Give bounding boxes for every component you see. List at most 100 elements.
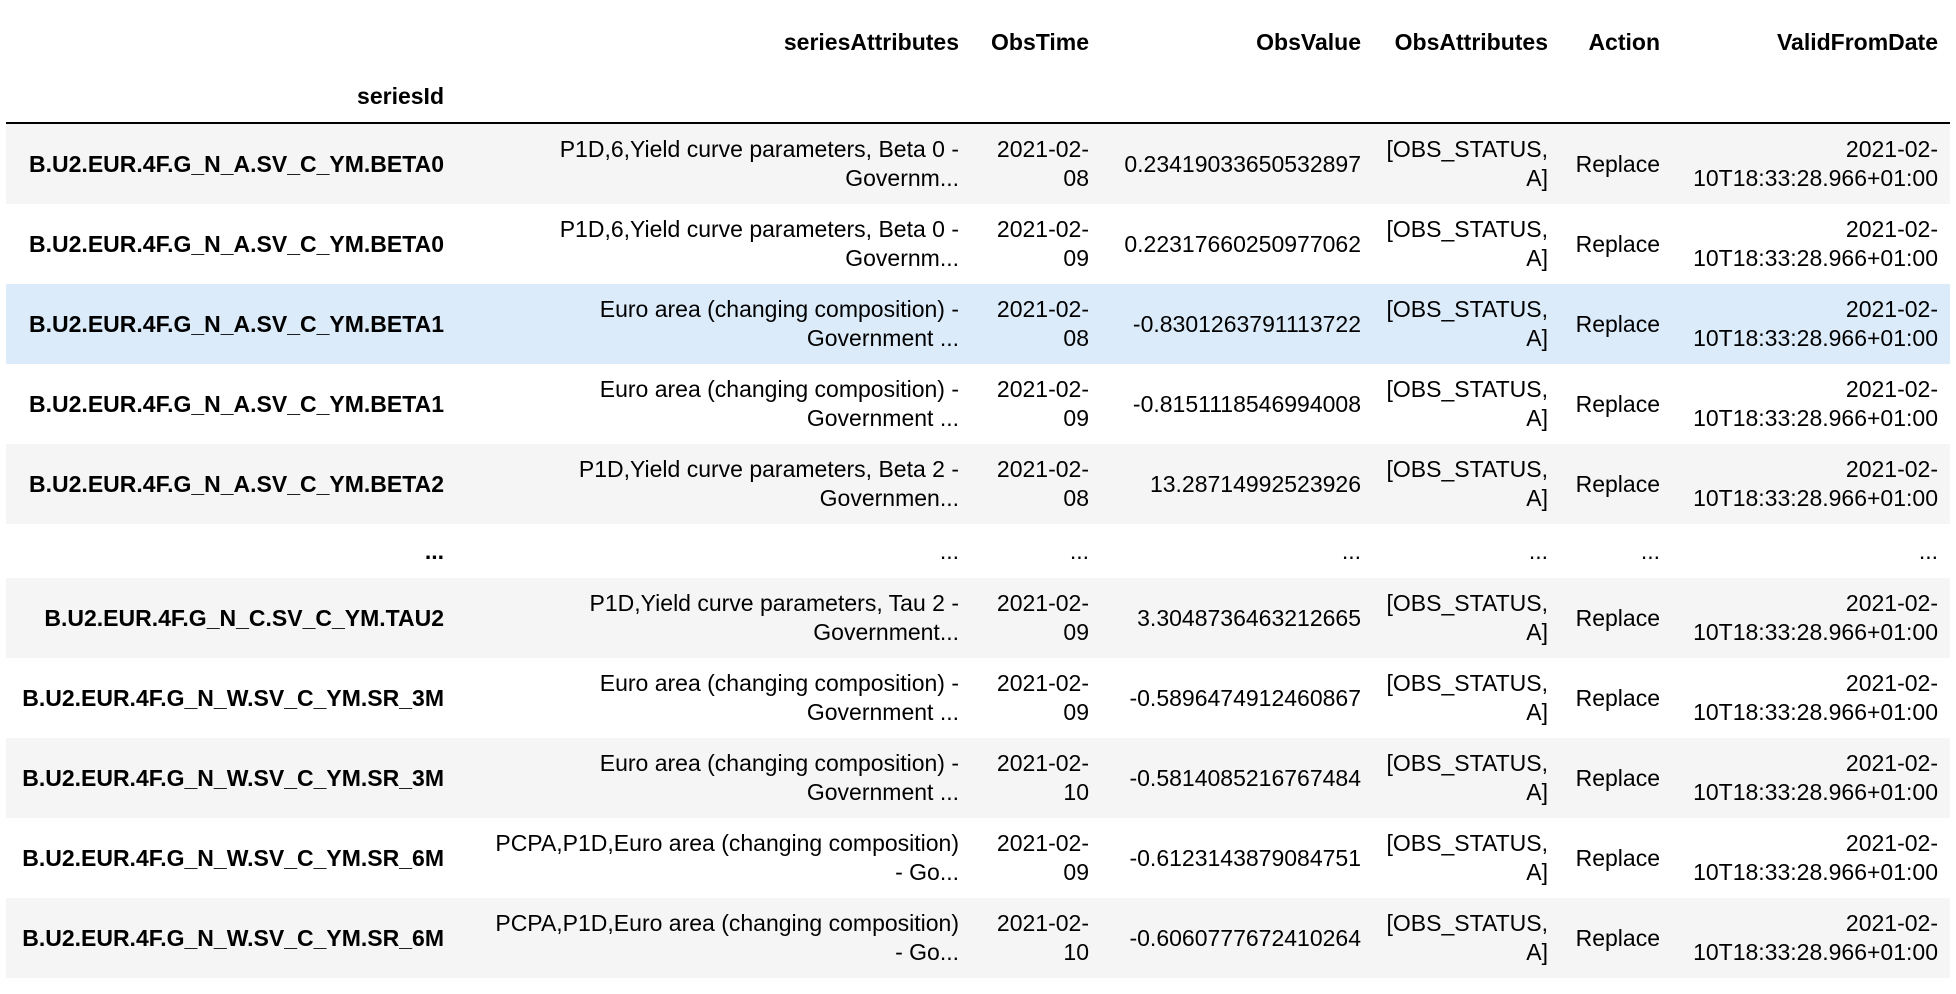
valid-from-date-line-1: 2021-02- [1845,136,1938,162]
valid-from-date-line-2: 10T18:33:28.966+01:00 [1693,165,1938,191]
ellipsis-cell: ... [1918,537,1938,564]
ellipsis-index-cell: ... [424,537,444,564]
index-header-blank [6,6,456,78]
obs-attributes-line-1: [OBS_STATUS, [1386,376,1548,402]
series-attributes-cell: P1D,Yield curve parameters, Tau 2 - Gover… [456,578,971,658]
obs-attributes-line-2: A] [1526,325,1548,351]
obs-time-line-2: 10 [1063,939,1089,965]
obs-attributes-line-2: A] [1526,165,1548,191]
obs-time-line-2: 09 [1063,699,1089,725]
obs-attributes-line-2: A] [1526,485,1548,511]
obs-attributes-line-1: [OBS_STATUS, [1386,456,1548,482]
series-attributes-line-2: Governm... [845,165,959,191]
valid-from-date-line-2: 10T18:33:28.966+01:00 [1693,779,1938,805]
series-attributes-line-1: PCPA,P1D,Euro area (changing composition… [495,830,959,856]
valid-from-date-line-2: 10T18:33:28.966+01:00 [1693,405,1938,431]
series-attributes-line-1: Euro area (changing composition) - [599,670,959,696]
series-attributes-line-1: P1D,Yield curve parameters, Beta 2 - [578,456,959,482]
obs-attributes-cell: [OBS_STATUS, A] [1373,123,1560,204]
obs-attributes-line-1: [OBS_STATUS, [1386,830,1548,856]
column-header-obs-time: ObsTime [991,28,1089,55]
series-id-cell: B.U2.EUR.4F.G_N_W.SV_C_YM.SR_6M [22,924,444,951]
obs-time-cell: 2021-02- 08 [971,444,1101,524]
series-attributes-line-1: P1D,6,Yield curve parameters, Beta 0 - [559,136,959,162]
series-attributes-line-2: - Go... [895,939,959,965]
column-header-series-attributes: seriesAttributes [783,28,959,55]
valid-from-date-line-1: 2021-02- [1845,376,1938,402]
valid-from-date-line-1: 2021-02- [1845,456,1938,482]
obs-attributes-cell: [OBS_STATUS, A] [1373,738,1560,818]
valid-from-date-line-2: 10T18:33:28.966+01:00 [1693,939,1938,965]
column-header-obs-value: ObsValue [1256,28,1361,55]
valid-from-date-cell: 2021-02- 10T18:33:28.966+01:00 [1672,898,1950,978]
obs-time-cell: 2021-02- 08 [971,284,1101,364]
action-cell: Replace [1575,390,1660,417]
action-cell: Replace [1575,844,1660,871]
action-cell: Replace [1575,684,1660,711]
series-attributes-line-2: Government ... [806,325,959,351]
series-id-cell: B.U2.EUR.4F.G_N_C.SV_C_YM.TAU2 [44,604,444,631]
series-attributes-line-1: P1D,Yield curve parameters, Tau 2 - [589,590,959,616]
action-cell: Replace [1575,604,1660,631]
obs-attributes-line-2: A] [1526,779,1548,805]
table-row: B.U2.EUR.4F.G_N_A.SV_C_YM.BETA1 Euro area… [6,284,1950,364]
valid-from-date-cell: 2021-02- 10T18:33:28.966+01:00 [1672,123,1950,204]
obs-time-line-1: 2021-02- [996,910,1089,936]
valid-from-date-cell: 2021-02- 10T18:33:28.966+01:00 [1672,818,1950,898]
series-id-cell: B.U2.EUR.4F.G_N_W.SV_C_YM.SR_3M [22,764,444,791]
obs-time-line-1: 2021-02- [996,216,1089,242]
obs-attributes-line-2: A] [1526,619,1548,645]
action-cell: Replace [1575,310,1660,337]
obs-time-line-1: 2021-02- [996,296,1089,322]
series-id-cell: B.U2.EUR.4F.G_N_A.SV_C_YM.BETA0 [29,150,444,177]
table-row: B.U2.EUR.4F.G_N_A.SV_C_YM.BETA0 P1D,6,Yie… [6,204,1950,284]
dataframe-table: seriesAttributes ObsTime ObsValue ObsAtt… [6,6,1950,978]
obs-attributes-line-1: [OBS_STATUS, [1386,590,1548,616]
valid-from-date-line-1: 2021-02- [1845,830,1938,856]
series-attributes-line-1: Euro area (changing composition) - [599,296,959,322]
valid-from-date-line-1: 2021-02- [1845,590,1938,616]
obs-time-line-1: 2021-02- [996,670,1089,696]
obs-attributes-line-1: [OBS_STATUS, [1386,296,1548,322]
index-name-row: seriesId [6,78,1950,124]
series-id-cell: B.U2.EUR.4F.G_N_A.SV_C_YM.BETA1 [29,310,444,337]
obs-attributes-line-1: [OBS_STATUS, [1386,750,1548,776]
valid-from-date-cell: 2021-02- 10T18:33:28.966+01:00 [1672,444,1950,524]
valid-from-date-line-2: 10T18:33:28.966+01:00 [1693,699,1938,725]
obs-time-line-1: 2021-02- [996,376,1089,402]
table-row: B.U2.EUR.4F.G_N_A.SV_C_YM.BETA0 P1D,6,Yie… [6,123,1950,204]
table-header: seriesAttributes ObsTime ObsValue ObsAtt… [6,6,1950,124]
series-attributes-cell: Euro area (changing composition) - Govern… [456,364,971,444]
obs-time-line-2: 10 [1063,779,1089,805]
obs-value-cell: 13.28714992523926 [1149,470,1361,497]
series-id-cell: B.U2.EUR.4F.G_N_W.SV_C_YM.SR_6M [22,844,444,871]
obs-value-cell: -0.5814085216767484 [1129,764,1361,791]
obs-value-cell: -0.8151118546994008 [1132,390,1361,417]
obs-time-line-1: 2021-02- [996,590,1089,616]
obs-time-cell: 2021-02- 09 [971,578,1101,658]
series-attributes-line-1: PCPA,P1D,Euro area (changing composition… [495,910,959,936]
series-attributes-line-1: P1D,6,Yield curve parameters, Beta 0 - [559,216,959,242]
obs-attributes-cell: [OBS_STATUS, A] [1373,578,1560,658]
ellipsis-cell: ... [1341,537,1361,564]
series-attributes-line-1: Euro area (changing composition) - [599,750,959,776]
valid-from-date-line-2: 10T18:33:28.966+01:00 [1693,245,1938,271]
action-cell: Replace [1575,230,1660,257]
obs-value-cell: -0.8301263791113722 [1132,310,1361,337]
index-name-header: seriesId [6,78,456,124]
column-header-action: Action [1588,28,1660,55]
obs-attributes-cell: [OBS_STATUS, A] [1373,818,1560,898]
series-id-cell: B.U2.EUR.4F.G_N_W.SV_C_YM.SR_3M [22,684,444,711]
table-row: B.U2.EUR.4F.G_N_W.SV_C_YM.SR_6M PCPA,P1D,… [6,818,1950,898]
obs-time-line-2: 09 [1063,859,1089,885]
valid-from-date-cell: 2021-02- 10T18:33:28.966+01:00 [1672,364,1950,444]
obs-time-line-2: 08 [1063,325,1089,351]
obs-attributes-cell: [OBS_STATUS, A] [1373,284,1560,364]
valid-from-date-line-2: 10T18:33:28.966+01:00 [1693,485,1938,511]
obs-time-line-2: 09 [1063,245,1089,271]
obs-time-cell: 2021-02- 09 [971,204,1101,284]
obs-attributes-line-2: A] [1526,699,1548,725]
series-attributes-line-2: - Go... [895,859,959,885]
obs-attributes-line-2: A] [1526,939,1548,965]
valid-from-date-line-1: 2021-02- [1845,296,1938,322]
